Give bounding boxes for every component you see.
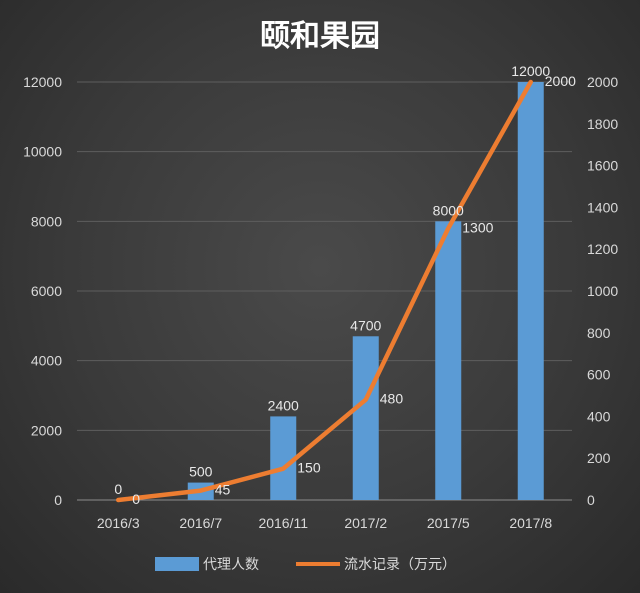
right-tick-label: 1400 xyxy=(587,199,618,215)
x-axis-ticks: 2016/3 2016/7 2016/11 2017/2 2017/5 2017/8 xyxy=(97,515,553,531)
left-tick-label: 0 xyxy=(54,492,62,508)
line-point xyxy=(364,398,368,402)
line-value-label: 1300 xyxy=(462,219,493,235)
right-tick-label: 1800 xyxy=(587,116,618,132)
series-line xyxy=(116,79,533,503)
right-tick-label: 800 xyxy=(587,325,611,341)
gridlines xyxy=(77,81,572,501)
line-point xyxy=(116,498,120,502)
legend-bar-swatch xyxy=(155,557,199,571)
x-tick-label: 2017/5 xyxy=(427,515,470,531)
bar-value-label: 8000 xyxy=(433,202,464,218)
legend-bar-label: 代理人数 xyxy=(203,557,259,573)
right-tick-label: 600 xyxy=(587,367,611,383)
bar-value-label: 12000 xyxy=(511,63,550,79)
line-value-label: 45 xyxy=(215,482,231,498)
bar xyxy=(352,336,379,500)
line-value-label: 0 xyxy=(132,491,140,507)
left-tick-label: 2000 xyxy=(31,422,62,438)
line-series xyxy=(116,79,533,503)
legend-line-label: 流水记录（万元） xyxy=(344,557,456,573)
chart-title: 颐和果园 xyxy=(260,19,380,54)
left-tick-label: 8000 xyxy=(31,213,62,229)
line-value-label: 150 xyxy=(297,460,321,476)
bar xyxy=(270,416,297,500)
bar-value-label: 0 xyxy=(114,481,122,497)
left-tick-label: 10000 xyxy=(23,144,62,160)
x-tick-label: 2017/8 xyxy=(509,515,552,531)
legend: 代理人数 流水记录（万元） xyxy=(155,557,456,573)
left-axis-ticks: 0 2000 4000 6000 8000 10000 12000 xyxy=(23,74,62,508)
left-tick-label: 12000 xyxy=(23,74,62,90)
right-tick-label: 400 xyxy=(587,408,611,424)
left-tick-label: 6000 xyxy=(31,283,62,299)
line-value-label: 2000 xyxy=(545,73,576,89)
right-axis-ticks: 0 200 400 600 800 1000 1200 1400 1600 1800 2000 xyxy=(587,74,618,508)
data-labels: 0 500 2400 4700 8000 12000 0 45 150 480 1300 2000 xyxy=(114,63,576,507)
x-tick-label: 2016/11 xyxy=(258,515,308,531)
left-tick-label: 4000 xyxy=(31,353,62,369)
x-tick-label: 2017/2 xyxy=(344,515,387,531)
bar xyxy=(435,221,462,501)
bar-value-label: 4700 xyxy=(350,317,381,333)
right-tick-label: 2000 xyxy=(587,74,618,90)
bar-series xyxy=(187,82,544,501)
bar-value-label: 500 xyxy=(189,464,213,480)
line-value-label: 480 xyxy=(380,391,404,407)
right-tick-label: 1000 xyxy=(587,283,618,299)
right-tick-label: 1600 xyxy=(587,158,618,174)
right-tick-label: 1200 xyxy=(587,241,618,257)
right-tick-label: 0 xyxy=(587,492,595,508)
x-tick-label: 2016/7 xyxy=(179,515,222,531)
bar xyxy=(517,82,544,500)
line-point xyxy=(199,489,203,493)
bar-value-label: 2400 xyxy=(268,397,299,413)
line-point xyxy=(446,226,450,230)
x-tick-label: 2016/3 xyxy=(97,515,140,531)
right-tick-label: 200 xyxy=(587,450,611,466)
line-point xyxy=(281,467,285,471)
line-point xyxy=(529,80,533,84)
